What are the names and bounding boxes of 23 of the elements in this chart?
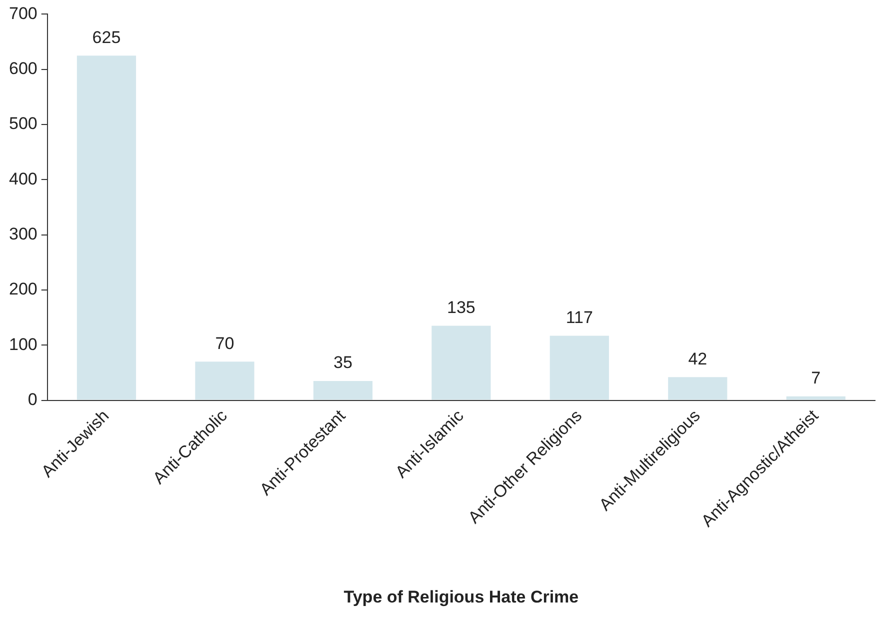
data-label: 70: [215, 334, 234, 353]
bar: [550, 336, 609, 400]
data-label: 7: [811, 368, 821, 388]
bar: [668, 377, 728, 400]
bar: [76, 56, 136, 400]
y-tick-label: 200: [8, 280, 38, 299]
data-label: 35: [333, 353, 352, 372]
bar: [432, 326, 491, 400]
y-tick-label: 700: [8, 4, 38, 23]
y-tick-label: 0: [28, 390, 38, 409]
data-label: 42: [688, 349, 708, 368]
y-tick-label: 300: [8, 224, 38, 244]
y-tick-label: 400: [8, 169, 38, 188]
x-axis-title: Type of Religious Hate Crime: [344, 587, 579, 606]
bar: [786, 396, 846, 400]
bar: [313, 380, 373, 400]
data-label: 625: [92, 28, 121, 47]
y-tick-label: 100: [8, 334, 38, 354]
y-tick-label: 600: [8, 59, 38, 78]
bar: [195, 362, 254, 400]
y-tick-label: 500: [8, 114, 38, 134]
data-label: 135: [446, 298, 476, 317]
data-label: 117: [566, 308, 593, 327]
